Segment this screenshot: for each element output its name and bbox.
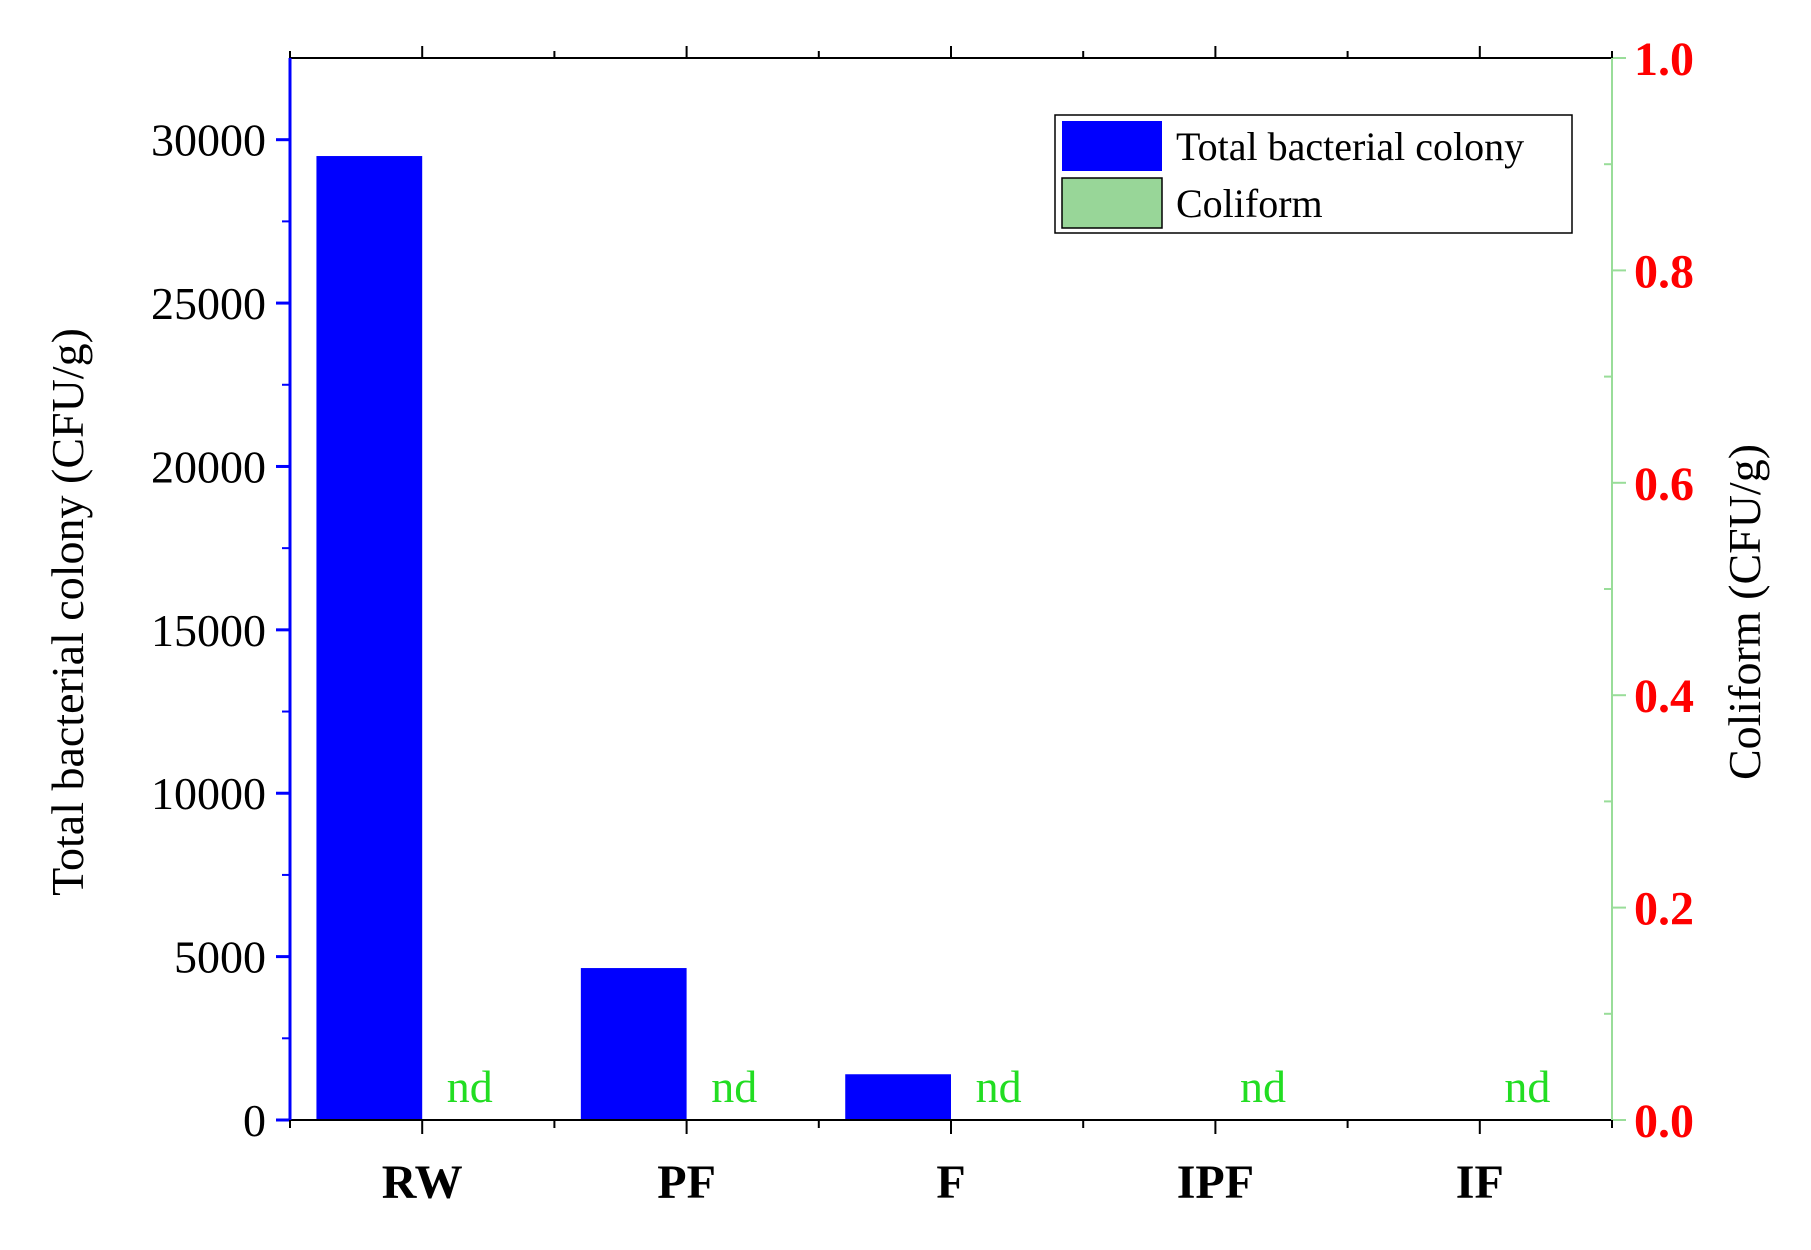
x-category-label-ipf: IPF — [1177, 1156, 1254, 1209]
y-left-tick-label-30000: 30000 — [151, 115, 266, 166]
legend-swatch-total-bacterial-colony — [1062, 121, 1162, 171]
y-right-tick-label-0.4: 0.4 — [1634, 670, 1694, 723]
y-right-tick-label-0.2: 0.2 — [1634, 883, 1694, 936]
bar-total-bacterial-colony-f — [845, 1074, 951, 1120]
annotations-layer: nd nd nd nd nd — [447, 1061, 1551, 1112]
y-right-tick-label-0.0: 0.0 — [1634, 1095, 1694, 1148]
legend-swatch-coliform — [1061, 177, 1163, 229]
y-left-tick-label-25000: 25000 — [151, 278, 266, 329]
y-right-tick-label-0.8: 0.8 — [1634, 245, 1694, 298]
annotation-coliform-pf: nd — [711, 1061, 757, 1112]
annotation-coliform-f: nd — [976, 1061, 1022, 1112]
y-right-tick-label-1.0: 1.0 — [1634, 33, 1694, 86]
x-category-label-rw: RW — [382, 1156, 463, 1209]
legend-label-coliform: Coliform — [1176, 181, 1323, 226]
annotation-coliform-if: nd — [1504, 1061, 1550, 1112]
x-category-label-pf: PF — [657, 1156, 716, 1209]
y-left-axis-title: Total bacterial colony (CFU/g) — [42, 328, 93, 896]
bar-total-bacterial-colony-rw — [316, 156, 423, 1120]
annotation-coliform-rw: nd — [447, 1061, 493, 1112]
y-left-tick-label-5000: 5000 — [174, 932, 266, 983]
annotation-coliform-ipf: nd — [1240, 1061, 1286, 1112]
bar-total-bacterial-colony-pf — [580, 968, 687, 1120]
y-left-tick-label-10000: 10000 — [151, 768, 266, 819]
y-right-axis-title: Coliform (CFU/g) — [1719, 444, 1770, 780]
axes-layer: 0 5000 10000 15000 20000 25000 30000 0.0 0.2 0.4 0… — [151, 33, 1694, 1209]
x-category-label-if: IF — [1456, 1156, 1504, 1209]
y-right-tick-label-0.6: 0.6 — [1634, 458, 1694, 511]
y-left-tick-label-15000: 15000 — [151, 605, 266, 656]
bars-layer — [316, 156, 1480, 1121]
y-left-tick-label-0: 0 — [243, 1095, 266, 1146]
legend: Total bacterial colony Coliform — [1054, 114, 1573, 234]
x-category-label-f: F — [936, 1156, 965, 1209]
y-left-tick-label-20000: 20000 — [151, 441, 266, 492]
legend-label-total-bacterial-colony: Total bacterial colony — [1176, 124, 1524, 169]
